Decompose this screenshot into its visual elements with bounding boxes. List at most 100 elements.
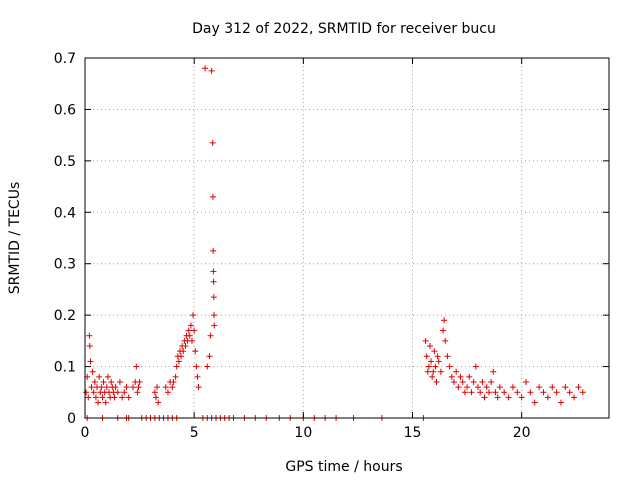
data-point: [185, 327, 192, 334]
data-point: [135, 384, 142, 391]
y-tick-label: 0.6: [54, 102, 76, 118]
data-point: [91, 379, 98, 385]
data-point: [579, 389, 586, 396]
data-point: [481, 394, 488, 401]
data-point: [437, 368, 444, 375]
data-point: [164, 389, 171, 396]
data-point: [557, 399, 564, 406]
data-point: [544, 394, 551, 401]
data-point: [180, 348, 187, 355]
data-point: [111, 394, 118, 401]
data-point: [206, 353, 213, 360]
data-point: [187, 322, 194, 329]
data-point: [83, 389, 90, 396]
y-tick-label: 0.7: [54, 51, 76, 67]
data-point: [192, 348, 199, 355]
data-point: [195, 384, 202, 391]
data-point: [423, 353, 430, 360]
data-point: [446, 363, 453, 370]
data-point: [488, 379, 495, 385]
data-point: [444, 353, 451, 360]
y-tick-label: 0.5: [54, 154, 76, 170]
data-point: [136, 379, 143, 385]
data-point: [492, 389, 499, 396]
data-point: [483, 384, 490, 391]
data-point: [210, 247, 217, 254]
data-point: [172, 373, 179, 380]
data-point: [211, 322, 218, 329]
data-point: [477, 389, 484, 396]
data-point: [448, 373, 455, 380]
y-tick-label: 0.4: [54, 205, 76, 221]
data-point: [114, 389, 121, 396]
data-point: [475, 384, 481, 391]
data-point: [501, 389, 508, 396]
data-point: [98, 384, 105, 391]
data-point: [479, 379, 486, 385]
data-point: [432, 363, 439, 370]
data-point: [575, 384, 582, 391]
data-point: [426, 343, 433, 349]
data-point: [464, 384, 471, 391]
data-point: [453, 368, 460, 375]
data-point: [102, 399, 109, 406]
data-point: [540, 389, 547, 396]
data-point: [571, 394, 578, 401]
data-point: [518, 394, 525, 401]
data-point: [435, 358, 442, 365]
data-point: [175, 358, 182, 365]
data-point: [442, 337, 449, 344]
data-point: [210, 268, 217, 275]
data-point: [96, 373, 103, 380]
data-point: [209, 193, 216, 200]
data-point: [459, 379, 466, 385]
data-point: [173, 363, 180, 370]
data-point: [194, 373, 201, 380]
data-point: [133, 363, 140, 370]
data-point: [169, 384, 176, 391]
data-point: [155, 399, 162, 406]
axis-ticks: [84, 57, 609, 419]
data-point: [92, 394, 99, 401]
data-point: [178, 353, 185, 360]
data-point: [562, 384, 569, 391]
data-point: [505, 394, 512, 401]
data-point: [193, 363, 200, 370]
data-point: [210, 278, 217, 285]
data-point: [100, 379, 107, 385]
data-point: [468, 389, 475, 396]
data-point: [422, 337, 429, 344]
data-point: [523, 379, 530, 385]
data-point: [104, 373, 111, 380]
data-point: [210, 294, 217, 301]
data-point: [87, 358, 94, 365]
data-point: [202, 65, 209, 72]
data-point: [549, 384, 556, 391]
data-point: [134, 389, 141, 396]
data-point: [207, 332, 214, 339]
y-tick-label: 0.3: [54, 257, 76, 273]
data-point: [90, 389, 97, 396]
data-point: [86, 332, 93, 339]
data-point: [490, 368, 497, 375]
data-point: [496, 384, 503, 391]
data-point: [204, 363, 211, 370]
data-point: [553, 389, 560, 396]
data-point: [457, 373, 464, 380]
data-point: [433, 379, 440, 385]
data-point: [89, 368, 96, 375]
data-point: [130, 384, 137, 391]
data-point: [209, 139, 216, 146]
tick-labels: 0 5 10 15 20 0 0.1 0.2 0.3 0.4 0.5 0.6 0.7: [54, 51, 531, 441]
data-point: [424, 368, 431, 375]
data-point: [186, 332, 193, 339]
data-point: [191, 327, 198, 334]
data-point: [151, 389, 158, 396]
data-point: [162, 384, 169, 391]
data-point: [85, 394, 92, 401]
data-point: [461, 389, 468, 396]
data-point: [88, 384, 95, 391]
data-point: [119, 394, 126, 401]
